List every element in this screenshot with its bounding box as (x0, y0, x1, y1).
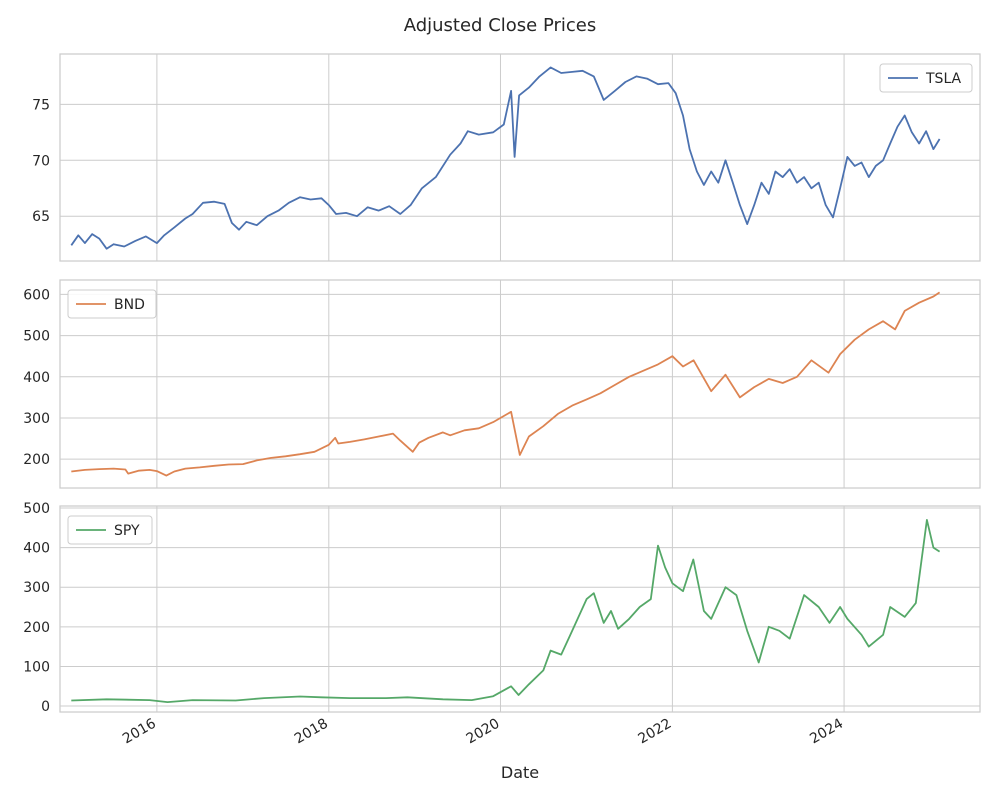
y-tick-label: 500 (23, 329, 50, 345)
axes-frame (59, 279, 981, 489)
y-tick-label: 75 (32, 97, 50, 113)
legend-label: TSLA (925, 71, 962, 87)
series-line-bnd (71, 291, 941, 477)
chart-title: Adjusted Close Prices (404, 15, 597, 36)
y-tick-label: 200 (23, 620, 50, 636)
legend-label: BND (114, 297, 145, 313)
x-axis-label: Date (501, 763, 539, 782)
y-tick-label: 100 (23, 659, 50, 675)
legend: BND (67, 289, 157, 319)
legend-box (67, 515, 153, 545)
y-tick-label: 400 (23, 541, 50, 557)
x-tick-label: 2020 (464, 716, 503, 748)
x-axis-ticks: 2016 2018 2020 2022 2024 (120, 716, 846, 748)
chart-panels: 65 70 75 TSLA 200 300 400 500 600 BND 0 100 200 300 40… (23, 53, 981, 715)
panel-tsla: 65 70 75 TSLA (32, 53, 981, 262)
legend-box (67, 289, 157, 319)
x-tick-label: 2016 (120, 716, 159, 748)
legend-label: SPY (114, 523, 140, 539)
y-tick-label: 300 (23, 411, 50, 427)
y-tick-label: 65 (32, 209, 50, 225)
y-tick-label: 400 (23, 370, 50, 386)
y-tick-label: 600 (23, 287, 50, 303)
y-tick-label: 200 (23, 452, 50, 468)
x-tick-label: 2024 (807, 716, 846, 748)
series-line-spy (71, 519, 941, 703)
series-line-tsla (70, 66, 941, 250)
legend-box (879, 63, 973, 93)
panel-bnd: 200 300 400 500 600 BND (23, 279, 981, 489)
y-tick-label: 500 (23, 501, 50, 517)
legend: TSLA (879, 63, 973, 93)
axes-frame (59, 53, 981, 262)
x-tick-label: 2018 (292, 716, 331, 748)
x-tick-label: 2022 (636, 716, 675, 748)
y-tick-label: 0 (41, 699, 50, 715)
y-tick-label: 300 (23, 580, 50, 596)
panel-spy: 0 100 200 300 400 500 SPY (23, 501, 981, 715)
y-tick-label: 70 (32, 153, 50, 169)
legend: SPY (67, 515, 153, 545)
axes-frame (59, 505, 981, 713)
